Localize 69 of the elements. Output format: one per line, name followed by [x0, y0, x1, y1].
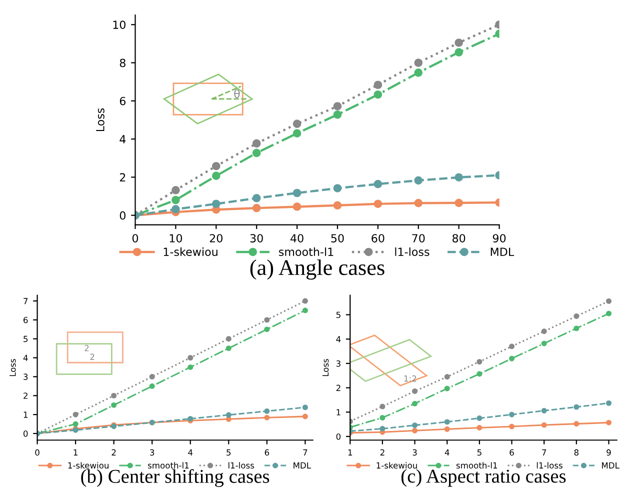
x-tick-label: 0 [35, 449, 40, 456]
legend-label: l1-loss [228, 462, 254, 469]
x-tick-label: 7 [542, 449, 546, 456]
x-tick-label: 70 [412, 234, 425, 242]
x-tick-label: 10 [170, 234, 182, 242]
y-tick-label: 8 [120, 58, 126, 68]
x-tick-label: 90 [492, 234, 506, 242]
x-tick-label: 60 [372, 234, 384, 242]
y-tick-label: 2 [120, 173, 126, 182]
legend-label: 1-skewiou [68, 462, 108, 469]
x-tick-label: 30 [250, 234, 263, 242]
y-tick-label: 3 [336, 360, 340, 367]
legend-label: l1-loss [395, 247, 430, 256]
x-tick-label: 1 [74, 449, 78, 456]
legend-label: l1-loss [536, 462, 562, 469]
annotation: θ [234, 89, 240, 98]
y-tick-label: 0 [24, 430, 28, 437]
legend-label: 1-skewiou [164, 247, 218, 256]
annotation: 2 [84, 344, 89, 352]
x-tick-label: 3 [412, 449, 417, 456]
y-tick-label: 1 [336, 409, 340, 416]
y-tick-label: 4 [23, 354, 28, 361]
x-tick-label: 7 [303, 449, 308, 456]
y-tick-label: 5 [336, 312, 340, 318]
annotation: 2 [90, 354, 94, 360]
x-tick-label: 5 [477, 449, 482, 456]
text: (c) Aspect ratio cases [401, 469, 566, 487]
y-axis-title: Loss [10, 358, 16, 376]
x-tick-label: 8 [574, 449, 579, 456]
text: (b) Center shifting cases [81, 469, 270, 487]
x-tick-label: 20 [210, 234, 222, 242]
y-tick-label: 10 [113, 20, 126, 30]
x-tick-label: 2 [380, 449, 384, 456]
x-tick-label: 1 [348, 449, 352, 456]
y-tick-label: 0 [120, 211, 126, 220]
x-tick-label: 40 [290, 234, 304, 242]
legend-label: MDL [602, 462, 620, 468]
y-tick-label: 6 [120, 96, 126, 106]
x-tick-label: 4 [444, 449, 450, 456]
y-tick-label: 4 [120, 135, 126, 144]
legend-label: MDL [294, 462, 311, 468]
x-tick-label: 0 [132, 234, 138, 242]
y-tick-label: 2 [336, 384, 340, 391]
x-tick-label: 9 [606, 449, 611, 456]
legend-label: smooth-l1 [278, 247, 334, 256]
legend-label: smooth-l1 [456, 462, 498, 469]
y-tick-label: 1 [24, 412, 28, 418]
y-tick-label: 4 [336, 336, 341, 342]
y-tick-label: 3 [24, 374, 28, 380]
x-tick-label: 2 [112, 449, 116, 456]
x-tick-label: 4 [188, 449, 193, 456]
y-axis-title: Loss [96, 108, 104, 132]
x-tick-label: 5 [226, 449, 231, 456]
x-tick-label: 3 [150, 449, 154, 456]
legend-label: MDL [490, 248, 514, 256]
x-tick-label: 6 [510, 449, 514, 456]
y-tick-label: 0 [336, 433, 341, 440]
x-tick-label: 80 [452, 234, 466, 242]
y-axis-title: Loss [322, 358, 329, 376]
x-tick-label: 6 [264, 449, 270, 456]
y-tick-label: 6 [24, 316, 28, 324]
y-tick-label: 5 [24, 336, 28, 342]
text: (a) Angle cases [250, 259, 384, 280]
x-tick-label: 50 [331, 234, 344, 242]
legend-label: smooth-l1 [148, 462, 189, 469]
y-tick-label: 2 [24, 392, 28, 399]
y-tick-label: 7 [24, 298, 28, 304]
legend-label: 1-skewiou [376, 462, 417, 469]
annotation: 1:2 [404, 375, 416, 382]
